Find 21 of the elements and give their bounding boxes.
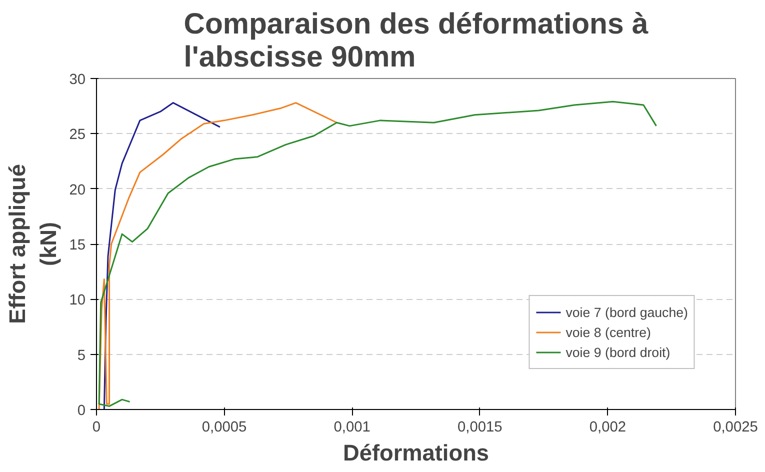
x-tick-label: 0,001 <box>334 420 370 436</box>
y-tick-label: 0 <box>77 403 86 419</box>
y-tick-label: 15 <box>69 238 86 254</box>
y-tick-label: 5 <box>77 348 86 364</box>
x-axis-title: Déformations <box>342 440 490 466</box>
x-tick-label: 0,0005 <box>202 420 247 436</box>
y-axis-title: Effort appliqué (kN) <box>4 164 62 324</box>
x-tick-label: 0,0025 <box>713 420 758 436</box>
y-tick-label: 25 <box>69 127 86 144</box>
x-tick-label: 0,002 <box>589 420 626 436</box>
legend-label: voie 9 (bord droit) <box>566 344 670 360</box>
y-tick-label: 30 <box>69 72 86 88</box>
chart-title: Comparaison des déformations à l'abscisse 90mm <box>184 8 649 74</box>
y-tick-label: 10 <box>69 292 86 309</box>
y-tick-label: 20 <box>69 182 86 198</box>
legend-label: voie 8 (centre) <box>566 324 651 340</box>
x-tick-label: 0,0015 <box>457 420 502 436</box>
line-series <box>103 102 221 410</box>
x-tick-label: 0 <box>92 420 101 436</box>
legend-label: voie 7 (bord gauche) <box>566 304 688 320</box>
line-series <box>98 102 338 410</box>
